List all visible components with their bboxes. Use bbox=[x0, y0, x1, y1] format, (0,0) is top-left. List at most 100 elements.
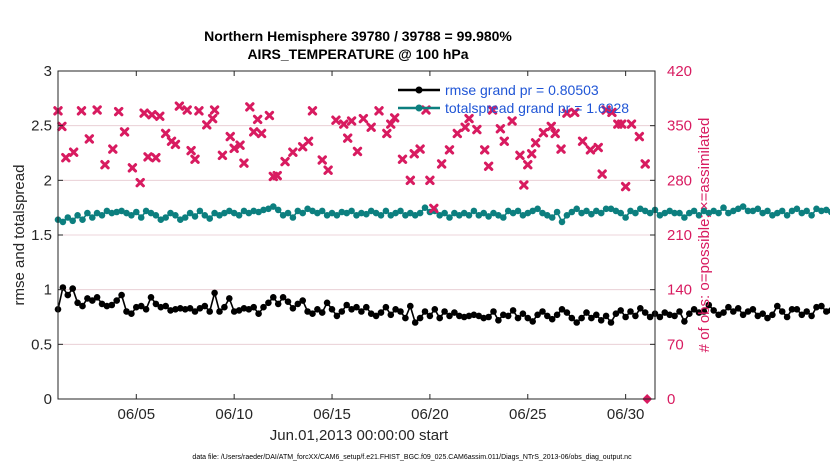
obs-assimilated-marker bbox=[507, 116, 517, 126]
rmse-point bbox=[338, 308, 346, 315]
obs-assimilated-marker bbox=[143, 152, 153, 162]
legend-spread-marker bbox=[415, 104, 423, 112]
totalspread-point bbox=[152, 212, 160, 219]
totalspread-point bbox=[98, 212, 106, 219]
obs-assimilated-marker bbox=[585, 145, 596, 155]
totalspread-point bbox=[617, 209, 624, 217]
rmse-point bbox=[573, 319, 580, 326]
obs-assimilated-marker bbox=[174, 101, 185, 111]
obs-assimilated-marker bbox=[634, 131, 645, 142]
obs-assimilated-marker bbox=[464, 113, 474, 124]
totalspread-point bbox=[64, 214, 72, 221]
totalspread-point bbox=[622, 214, 629, 221]
rmse-point bbox=[568, 314, 576, 322]
rmse-point bbox=[798, 311, 806, 319]
obs-assimilated-marker bbox=[382, 128, 392, 139]
rmse-point bbox=[137, 302, 145, 310]
obs-assimilated-marker bbox=[617, 119, 627, 129]
totalspread-point bbox=[441, 209, 448, 217]
obs-assimilated-marker bbox=[389, 113, 400, 123]
totalspread-point bbox=[553, 208, 561, 216]
rmse-point bbox=[260, 303, 267, 311]
rmse-point bbox=[363, 303, 370, 311]
legend: rmse grand pr = 0.80503 totalspread gran… bbox=[398, 82, 629, 116]
totalspread-point bbox=[289, 214, 297, 221]
rmse-point bbox=[274, 300, 282, 308]
rmse-point bbox=[827, 307, 830, 314]
rmse-point bbox=[407, 302, 414, 310]
totalspread-point bbox=[465, 212, 473, 219]
rmse-point bbox=[720, 309, 727, 316]
obs-assimilated-marker bbox=[550, 128, 560, 139]
rmse-point bbox=[289, 305, 297, 312]
obs-assimilated-marker bbox=[546, 121, 556, 132]
obs-assimilated-marker bbox=[487, 105, 498, 115]
obs-assimilated-marker bbox=[425, 175, 435, 186]
rmse-point bbox=[485, 313, 492, 321]
rmse-point bbox=[514, 314, 522, 322]
obs-assimilated-marker bbox=[472, 124, 482, 135]
obs-assimilated-marker bbox=[61, 152, 71, 163]
rmse-point bbox=[563, 309, 571, 316]
rmse-point bbox=[377, 309, 385, 316]
chart-title-line2: AIRS_TEMPERATURE @ 100 hPa bbox=[247, 46, 468, 62]
y-tick-label-left: 0 bbox=[44, 391, 52, 408]
obs-assimilated-marker bbox=[607, 107, 617, 118]
rmse-point bbox=[519, 310, 527, 318]
x-tick-label: 06/15 bbox=[313, 406, 351, 423]
totalspread-point bbox=[363, 210, 370, 218]
obs-assimilated-marker bbox=[182, 105, 192, 115]
totalspread-point bbox=[808, 212, 815, 219]
rmse-point bbox=[774, 302, 781, 310]
y-tick-label-right: 210 bbox=[667, 227, 692, 244]
totalspread-point bbox=[128, 212, 135, 219]
obs-assimilated-marker bbox=[436, 159, 447, 169]
totalspread-point bbox=[274, 206, 282, 214]
rmse-point bbox=[421, 308, 429, 315]
rmse-point bbox=[534, 311, 541, 319]
totalspread-point bbox=[783, 212, 791, 219]
obs-assimilated-marker bbox=[235, 140, 245, 150]
totalspread-point bbox=[79, 216, 86, 223]
rmse-point bbox=[700, 308, 708, 315]
obs-assimilated-marker bbox=[538, 127, 549, 138]
x-tick-label: 06/30 bbox=[607, 406, 645, 423]
rmse-point bbox=[764, 314, 771, 322]
rmse-point bbox=[690, 306, 698, 313]
totalspread-point bbox=[597, 209, 605, 217]
rmse-point bbox=[553, 311, 561, 319]
rmse-point bbox=[607, 319, 615, 326]
obs-assimilated-marker bbox=[229, 143, 239, 154]
rmse-point bbox=[730, 308, 737, 315]
rmse-point bbox=[749, 306, 757, 313]
rmse-point bbox=[646, 313, 654, 321]
rmse-point bbox=[818, 302, 825, 310]
obs-assimilated-marker bbox=[562, 108, 572, 118]
rmse-point bbox=[69, 285, 76, 292]
rmse-point bbox=[152, 300, 160, 308]
grid-lines bbox=[58, 125, 655, 345]
totalspread-point bbox=[646, 209, 654, 217]
obs-assimilated-marker bbox=[249, 127, 259, 137]
y-tick-label-right: 70 bbox=[667, 336, 684, 353]
obs-assimilated-marker bbox=[207, 113, 218, 124]
axis-ticks: 0 0.5 1 1.5 2 2.5 3 0 70 140 210 280 350 420 06/05 06/1… bbox=[31, 63, 692, 423]
y-tick-label-left: 2.5 bbox=[31, 118, 52, 135]
obs-assimilated-marker bbox=[135, 177, 145, 188]
rmse-point bbox=[441, 308, 448, 315]
y-tick-label-right: 350 bbox=[667, 118, 692, 135]
rmse-point bbox=[436, 314, 444, 322]
rmse-point bbox=[617, 307, 624, 314]
rmse-point bbox=[524, 314, 532, 322]
rmse-point bbox=[162, 302, 169, 310]
totalspread-point bbox=[377, 212, 385, 219]
obs-assimilated-marker bbox=[307, 106, 318, 116]
obs-assimilated-marker bbox=[570, 107, 580, 118]
rmse-point bbox=[622, 313, 629, 321]
obs-assimilated-marker bbox=[597, 169, 607, 179]
obs-assimilated-marker bbox=[323, 165, 333, 175]
totalspread-point bbox=[397, 207, 404, 215]
obs-assimilated-marker bbox=[530, 138, 541, 148]
rmse-point bbox=[431, 306, 439, 313]
